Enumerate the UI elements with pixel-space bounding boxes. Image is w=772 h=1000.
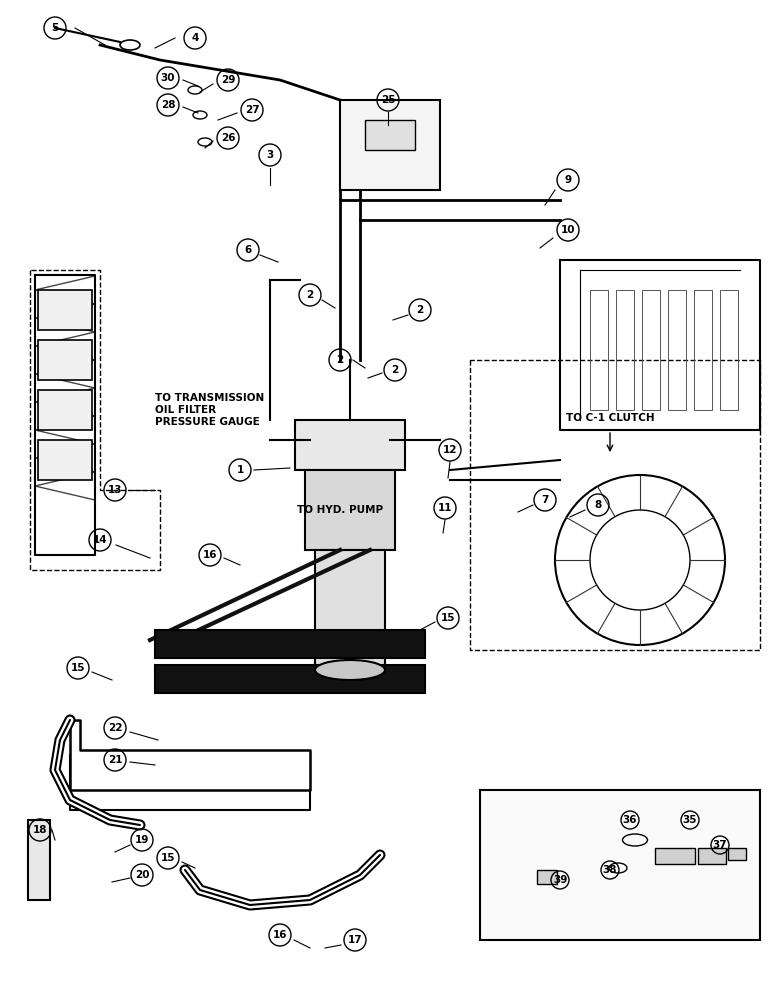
Text: 1: 1 [236,465,244,475]
Text: 2: 2 [337,355,344,365]
Text: 10: 10 [560,225,575,235]
Bar [38,440,92,480]
Bar [728,848,746,860]
Text: 3: 3 [266,150,273,160]
Bar [38,390,92,430]
Text: TO C-1 CLUTCH: TO C-1 CLUTCH [566,413,655,423]
Text: 2: 2 [391,365,398,375]
Text: 22: 22 [108,723,122,733]
Text: 15: 15 [161,853,175,863]
Bar [720,290,738,410]
Bar [305,470,395,550]
Text: 37: 37 [713,840,727,850]
Bar [38,340,92,380]
Text: 4: 4 [191,33,198,43]
Bar [28,820,50,900]
Bar [590,290,608,410]
Text: 9: 9 [564,175,571,185]
Bar [155,665,425,693]
Bar [655,848,695,864]
Text: 7: 7 [541,495,549,505]
Bar [616,290,634,410]
Bar [155,630,425,658]
Text: 2: 2 [306,290,313,300]
Text: 11: 11 [438,503,452,513]
Text: 12: 12 [443,445,457,455]
Bar [698,848,726,864]
Text: 39: 39 [553,875,567,885]
Text: 19: 19 [135,835,149,845]
Text: 18: 18 [32,825,47,835]
Text: 25: 25 [381,95,395,105]
Bar [295,420,405,470]
Text: 28: 28 [161,100,175,110]
Bar [642,290,660,410]
Text: 17: 17 [347,935,362,945]
Text: 15: 15 [441,613,455,623]
Text: 20: 20 [135,870,149,880]
Bar [480,790,760,940]
Text: 27: 27 [245,105,259,115]
Bar [340,100,440,190]
Text: 16: 16 [203,550,217,560]
Bar [668,290,686,410]
Text: 15: 15 [71,663,85,673]
Text: 8: 8 [594,500,601,510]
Text: 21: 21 [108,755,122,765]
Text: 13: 13 [108,485,122,495]
Text: TO HYD. PUMP: TO HYD. PUMP [297,505,383,515]
Ellipse shape [315,660,385,680]
Bar [315,550,385,670]
Text: 5: 5 [52,23,59,33]
Text: 35: 35 [682,815,697,825]
Bar [365,120,415,150]
Bar [38,290,92,330]
Text: 29: 29 [221,75,235,85]
Text: 38: 38 [603,865,618,875]
Text: 2: 2 [416,305,424,315]
Bar [694,290,712,410]
Text: 14: 14 [93,535,107,545]
Text: 16: 16 [273,930,287,940]
Text: 6: 6 [245,245,252,255]
Bar [537,870,557,884]
Text: 36: 36 [623,815,637,825]
Text: TO TRANSMISSION
OIL FILTER
PRESSURE GAUGE: TO TRANSMISSION OIL FILTER PRESSURE GAUG… [155,393,264,427]
Text: 30: 30 [161,73,175,83]
Text: 26: 26 [221,133,235,143]
